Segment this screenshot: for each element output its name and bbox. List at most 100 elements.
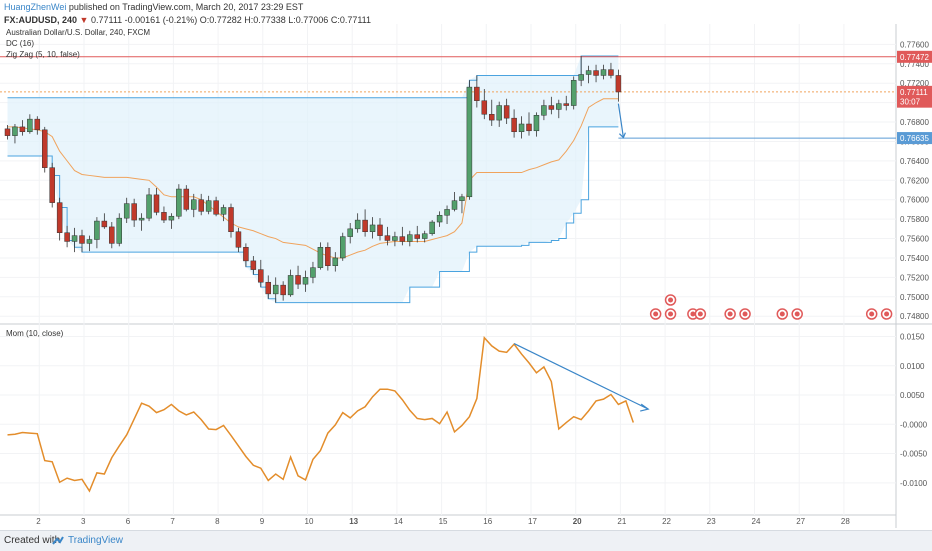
change-arrow-icon: ▼ <box>79 15 89 25</box>
mom-trend-arrow-head <box>640 403 650 412</box>
dc-channel-fill <box>7 56 619 303</box>
price-tick-label: 0.75400 <box>900 254 929 263</box>
price-tick-label: 0.76000 <box>900 196 929 205</box>
candle-body <box>34 118 41 131</box>
price-axis-badge-label: 0.76635 <box>900 134 929 143</box>
time-tick-label: 24 <box>752 517 761 526</box>
candle-body <box>168 215 175 221</box>
legend-zigzag: Zig Zag (5, 10, false) <box>6 50 80 59</box>
time-tick-label: 22 <box>662 517 671 526</box>
price-tick-label: 0.76200 <box>900 176 929 185</box>
candle-body <box>12 126 18 136</box>
mom-series-line <box>7 335 635 493</box>
symbol-label: FX:AUDUSD, 240 <box>4 15 78 25</box>
dc-lower-line <box>7 126 619 304</box>
candle-body <box>340 236 346 259</box>
author-link[interactable]: HuangZhenWei <box>4 2 67 12</box>
candle-body <box>191 199 197 210</box>
event-flag-dot <box>690 311 696 317</box>
event-flag-dot <box>869 311 875 317</box>
event-flag-dot <box>742 311 748 317</box>
candle-body <box>392 236 398 241</box>
candle-body <box>146 194 152 219</box>
price-axis-badge <box>897 95 932 108</box>
event-flag-dot <box>794 311 800 317</box>
mom-tick-label: 0.0100 <box>900 362 925 371</box>
legend-instrument: Australian Dollar/U.S. Dollar, 240, FXCM <box>6 28 150 37</box>
candle-body <box>429 221 435 234</box>
price-tick-label: 0.77400 <box>900 60 929 69</box>
candle-body <box>399 236 406 242</box>
symbol-line: FX:AUDUSD, 240 ▼ 0.77111 -0.00161 (-0.21… <box>4 15 371 25</box>
candle-body <box>377 224 383 236</box>
candle-body <box>4 128 11 136</box>
time-tick-label: 6 <box>126 517 131 526</box>
candle-body <box>71 235 78 242</box>
mom-tick-label: -0.0050 <box>900 450 928 459</box>
candle-body <box>295 275 301 285</box>
price-tick-label: 0.75200 <box>900 273 929 282</box>
candle-body <box>79 235 85 244</box>
event-flag-dot <box>697 311 703 317</box>
price-tick-label: 0.77200 <box>900 79 929 88</box>
event-flag-dot <box>668 311 674 317</box>
candle-body <box>213 200 219 215</box>
candle-body <box>153 194 160 213</box>
created-with-text: Created with <box>4 535 61 546</box>
candle-body <box>414 234 420 239</box>
candle-body <box>593 70 599 76</box>
mom-tick-label: -0.0000 <box>900 420 928 429</box>
price-tick-label: 0.77600 <box>900 40 929 49</box>
candle-body <box>109 226 115 244</box>
ohlc-values: 0.77111 -0.00161 (-0.21%) O:0.77282 H:0.… <box>90 15 372 25</box>
footer-bar: Created with TradingView <box>0 530 932 551</box>
candle-body <box>205 200 212 212</box>
candle-body <box>407 234 413 242</box>
candle-body <box>548 105 555 110</box>
mom-tick-label: 0.0050 <box>900 391 925 400</box>
candle-body <box>556 103 562 110</box>
candle-body <box>176 188 182 217</box>
time-tick-label: 17 <box>528 517 537 526</box>
event-flag-dot <box>884 311 890 317</box>
candle-body <box>496 105 502 121</box>
candle-body <box>518 123 525 133</box>
candle-body <box>533 115 540 132</box>
candle-body <box>161 212 167 221</box>
candle-body <box>19 126 26 133</box>
mom-tick-label: 0.0150 <box>900 333 925 342</box>
candle-body <box>64 232 70 242</box>
candle-body <box>272 284 279 295</box>
candle-body <box>325 247 331 266</box>
candle-body <box>123 203 130 219</box>
candle-body <box>302 277 309 285</box>
price-tick-label: 0.75000 <box>900 293 929 302</box>
candle-body <box>131 203 137 221</box>
candle-body <box>451 200 458 210</box>
candle-body <box>138 217 145 221</box>
time-tick-label: 16 <box>483 517 492 526</box>
candle-body <box>94 220 100 240</box>
candle-body <box>56 202 63 233</box>
candle-body <box>250 260 257 270</box>
candle-body <box>526 123 532 132</box>
legend-dc: DC (16) <box>6 39 34 48</box>
candle-body <box>481 100 488 115</box>
time-tick-label: 7 <box>170 517 175 526</box>
price-axis-badge <box>897 85 932 98</box>
candle-body <box>198 199 204 212</box>
candle-body <box>503 105 510 119</box>
price-axis-badge <box>897 132 932 145</box>
candle-body <box>310 267 316 278</box>
legend-mom: Mom (10, close) <box>6 329 64 338</box>
candle-body <box>183 188 190 210</box>
time-tick-label: 15 <box>439 517 448 526</box>
mom-trend-arrow <box>513 343 649 410</box>
candle-body <box>49 167 55 203</box>
candle-body <box>369 224 376 232</box>
tradingview-logo-icon <box>52 536 64 545</box>
event-flag-dot <box>668 297 674 303</box>
candle-body <box>384 235 391 241</box>
tradingview-brand[interactable]: TradingView <box>68 535 124 546</box>
